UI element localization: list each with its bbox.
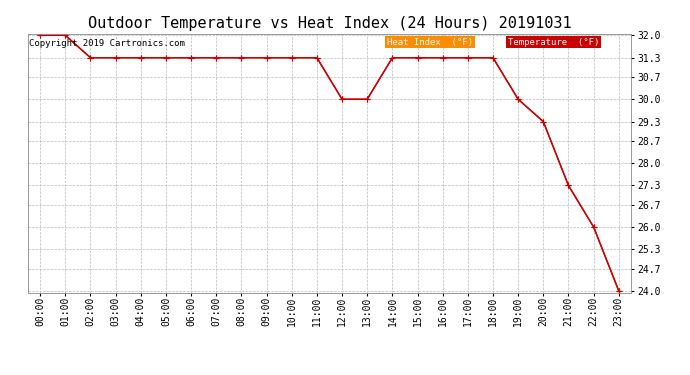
Title: Outdoor Temperature vs Heat Index (24 Hours) 20191031: Outdoor Temperature vs Heat Index (24 Ho… (88, 16, 571, 31)
Text: Temperature  (°F): Temperature (°F) (508, 38, 599, 46)
Text: Copyright 2019 Cartronics.com: Copyright 2019 Cartronics.com (29, 39, 185, 48)
Text: Heat Index  (°F): Heat Index (°F) (387, 38, 473, 46)
